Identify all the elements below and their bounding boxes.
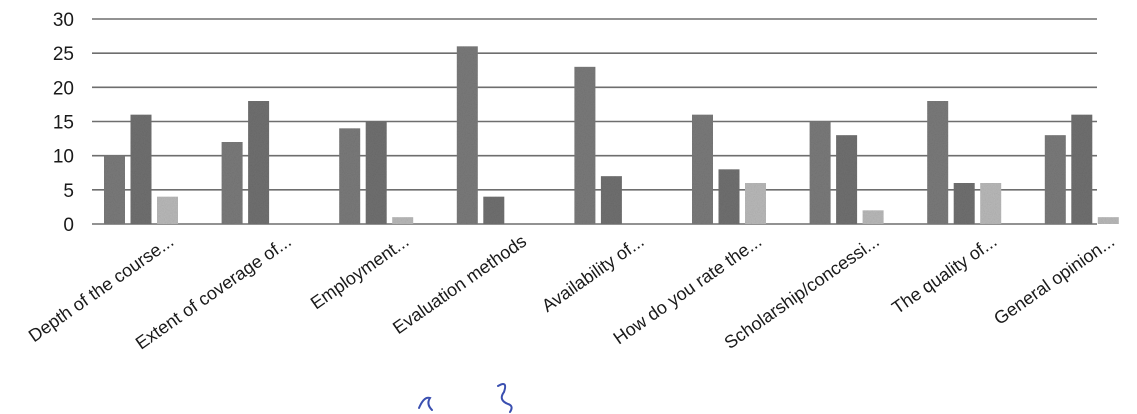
y-tick-label: 30	[53, 10, 74, 31]
handwritten-mark	[418, 383, 513, 413]
bar-series3-8	[1097, 217, 1119, 224]
bar-series1-7	[927, 101, 949, 224]
bar-series1-3	[456, 46, 478, 225]
y-axis-tick-labels: 0 5 10 15 20 25 30	[53, 10, 74, 236]
bars	[104, 46, 1119, 225]
bar-series1-0	[104, 155, 125, 224]
x-category-label: Availability of...	[538, 231, 648, 316]
y-tick-label: 0	[63, 215, 74, 236]
bar-series2-8	[1071, 114, 1093, 224]
y-tick-label: 10	[53, 147, 74, 168]
bar-series1-5	[692, 114, 713, 224]
y-tick-label: 25	[53, 44, 74, 65]
bar-series1-6	[809, 121, 831, 224]
x-axis-category-labels: Depth of the course...Extent of coverage…	[25, 231, 1118, 354]
bar-series1-2	[339, 128, 361, 224]
bar-series2-1	[248, 101, 270, 224]
y-tick-label: 15	[53, 113, 74, 134]
bar-series1-8	[1044, 135, 1066, 224]
bar-series2-0	[130, 114, 152, 224]
x-category-label: The quality of...	[888, 231, 1000, 318]
bar-series2-3	[483, 196, 505, 224]
bar-series1-4	[574, 66, 596, 224]
x-category-label: General opinion...	[990, 231, 1118, 329]
bar-series2-7	[953, 183, 975, 224]
bar-series3-6	[862, 210, 884, 224]
bar-series3-5	[745, 183, 766, 224]
bar-series3-7	[980, 183, 1002, 224]
bar-series1-1	[221, 142, 243, 224]
y-tick-label: 5	[63, 181, 74, 202]
bar-series3-0	[157, 196, 178, 224]
bar-series3-2	[392, 217, 414, 224]
y-tick-label: 20	[53, 78, 74, 99]
bar-series2-2	[365, 121, 387, 224]
bar-series2-4	[600, 176, 622, 224]
x-category-label: Employment...	[307, 231, 413, 313]
bar-series2-6	[836, 135, 858, 224]
bar-series2-5	[718, 169, 740, 224]
